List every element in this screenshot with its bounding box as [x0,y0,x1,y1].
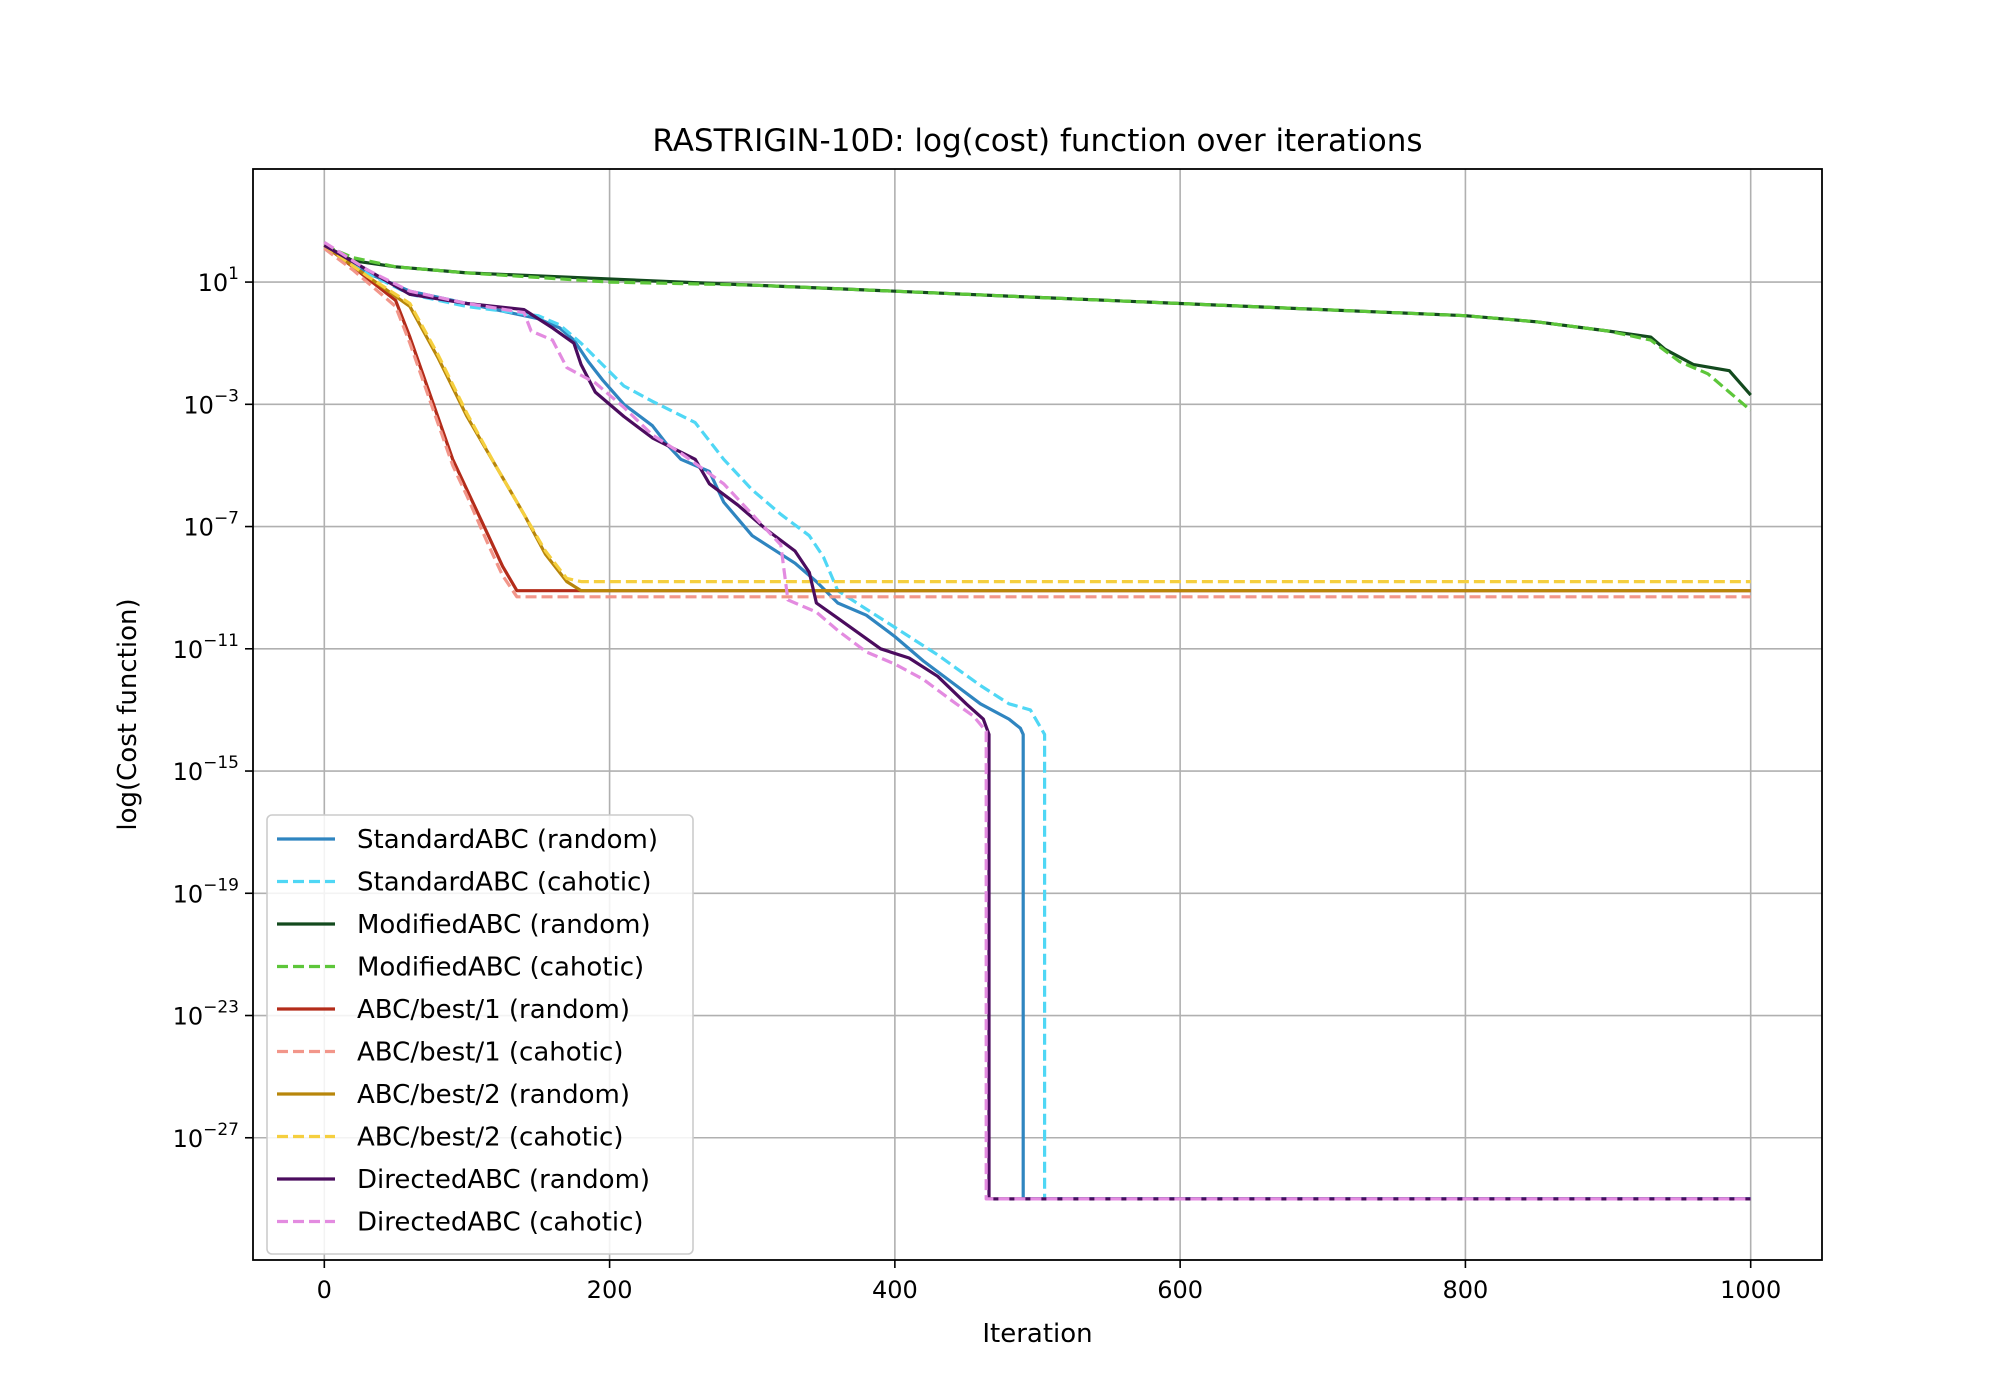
series-line-5 [323,244,1751,593]
x-tick-label: 400 [872,1276,918,1304]
x-tick-label: 600 [1157,1276,1203,1304]
series-line-2 [323,244,1751,1201]
y-tick-label: 10−19 [173,875,239,908]
y-tick-label: 101 [198,264,239,297]
chart-title: RASTRIGIN-10D: log(cost) function over i… [652,123,1422,159]
y-tick-label: 10−15 [173,753,239,786]
y-tick-label: 10−7 [183,509,239,542]
y-tick-label: 10−27 [173,1120,239,1153]
legend-label: StandardABC (cahotic) [357,868,651,898]
x-axis-title: Iteration [982,1319,1092,1349]
x-tick-label: 0 [317,1276,332,1304]
plot-frame [252,168,1823,1261]
series-line-7 [323,244,1751,593]
series-line-6 [323,247,1751,599]
legend-box [266,814,694,1255]
legend-label: DirectedABC (random) [357,1165,650,1195]
y-tick-label: 10−23 [173,998,239,1031]
y-axis-title: log(Cost function) [113,598,143,830]
legend-label: ABC/best/2 (random) [357,1080,630,1110]
legend: StandardABC (random) StandardABC (cahotic… [266,814,694,1255]
series-layer [323,240,1752,1201]
x-tick-label: 800 [1443,1276,1489,1304]
axis-ticks: 0 200 400 600 800 1000 101 10−3 10−7 10−11 10−15 10… [173,264,1782,1304]
legend-label: ABC/best/1 (cahotic) [357,1038,624,1068]
series-line-4 [323,243,1752,412]
legend-label: StandardABC (random) [357,825,658,855]
legend-label: ABC/best/1 (random) [357,995,630,1025]
series-line-9 [323,244,1751,1201]
series-line-1 [323,244,1751,1201]
legend-label: DirectedABC (cahotic) [357,1208,644,1238]
legend-label: ModifiedABC (cahotic) [357,953,644,983]
legend-label: ABC/best/2 (cahotic) [357,1123,624,1153]
x-tick-label: 1000 [1720,1276,1781,1304]
series-line-10 [323,240,1751,1201]
y-tick-label: 10−11 [173,631,239,664]
y-tick-label: 10−3 [183,386,239,419]
legend-label: ModifiedABC (random) [357,910,651,940]
gridlines [253,169,1822,1260]
x-tick-label: 200 [587,1276,633,1304]
series-line-8 [323,244,1751,584]
